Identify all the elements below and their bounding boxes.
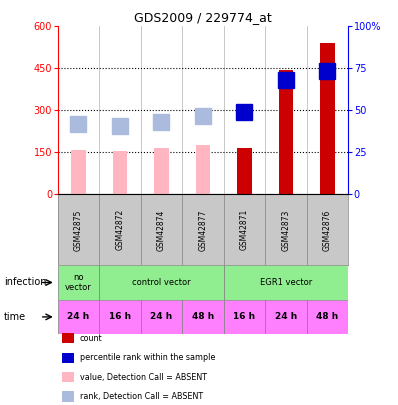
Text: 24 h: 24 h [67, 312, 90, 322]
Bar [113, 151, 127, 194]
Text: 48 h: 48 h [192, 312, 214, 322]
Bar [224, 300, 265, 334]
Bar [58, 265, 99, 300]
Text: GSM42871: GSM42871 [240, 209, 249, 250]
Bar [141, 300, 182, 334]
Bar [99, 300, 141, 334]
Bar [320, 43, 335, 194]
Bar [307, 300, 348, 334]
Bar [265, 300, 307, 334]
Text: GSM42876: GSM42876 [323, 209, 332, 251]
Text: count: count [80, 334, 102, 343]
Bar [71, 149, 86, 194]
Bar [99, 265, 224, 300]
Bar [58, 300, 99, 334]
Text: rank, Detection Call = ABSENT: rank, Detection Call = ABSENT [80, 392, 203, 401]
Text: GSM42875: GSM42875 [74, 209, 83, 251]
Bar [182, 300, 224, 334]
Text: 16 h: 16 h [109, 312, 131, 322]
Text: value, Detection Call = ABSENT: value, Detection Call = ABSENT [80, 373, 207, 382]
Text: infection: infection [4, 277, 47, 288]
Title: GDS2009 / 229774_at: GDS2009 / 229774_at [134, 11, 272, 24]
Text: GSM42874: GSM42874 [157, 209, 166, 251]
Text: GSM42873: GSM42873 [281, 209, 291, 251]
Text: GSM42872: GSM42872 [115, 209, 125, 250]
Bar [279, 70, 293, 194]
Bar [154, 148, 169, 194]
Bar [237, 148, 252, 194]
Text: percentile rank within the sample: percentile rank within the sample [80, 353, 215, 362]
Text: 24 h: 24 h [275, 312, 297, 322]
Text: 24 h: 24 h [150, 312, 173, 322]
Text: EGR1 vector: EGR1 vector [260, 278, 312, 287]
Bar [224, 265, 348, 300]
Text: control vector: control vector [132, 278, 191, 287]
Text: 16 h: 16 h [233, 312, 256, 322]
Bar [196, 145, 210, 194]
Text: time: time [4, 312, 26, 322]
Text: 48 h: 48 h [316, 312, 339, 322]
Text: no
vector: no vector [65, 273, 92, 292]
Text: GSM42877: GSM42877 [199, 209, 207, 251]
